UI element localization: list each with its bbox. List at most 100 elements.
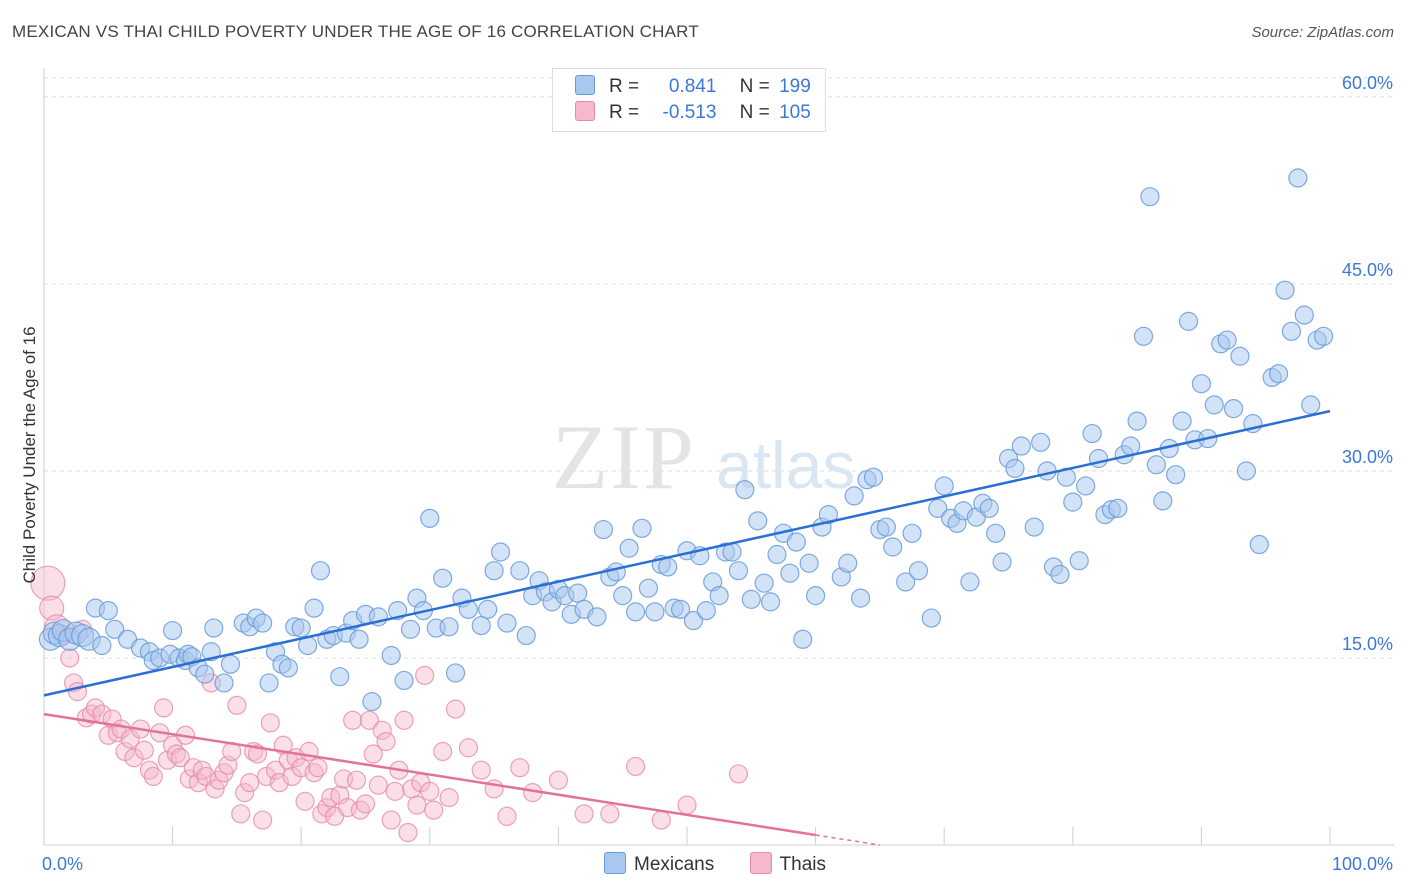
thai-point — [231, 804, 251, 824]
thai-point — [420, 781, 440, 801]
mexican-point — [896, 572, 916, 592]
mexicans-swatch — [575, 75, 595, 95]
mexican-point — [1294, 305, 1314, 325]
mexican-point — [767, 544, 787, 565]
mexican-point — [838, 553, 858, 573]
mexican-point — [310, 561, 331, 581]
mexican-point — [304, 598, 324, 618]
thai-point — [120, 729, 140, 749]
thai-point — [439, 788, 459, 808]
mexican-point — [818, 505, 839, 525]
mexican-point — [214, 673, 234, 693]
thai-point — [363, 744, 383, 764]
legend-label-thais: Thais — [779, 854, 826, 875]
thai-point — [60, 648, 80, 668]
thai-point — [253, 810, 273, 830]
y-tick-label: 45.0% — [1342, 260, 1393, 280]
mexican-point — [754, 573, 774, 593]
thai-point — [381, 810, 401, 830]
thai-point — [260, 713, 280, 733]
legend-item-thais[interactable]: Thais — [749, 852, 826, 876]
thai-point — [240, 773, 260, 793]
mexican-point — [349, 629, 369, 649]
thai-point — [372, 720, 392, 740]
thai-point — [548, 770, 569, 790]
mexican-point — [921, 608, 941, 628]
mexican-point — [1146, 455, 1166, 475]
mexican-point — [1236, 461, 1257, 481]
mexican-point — [1063, 492, 1083, 512]
mexican-point — [1005, 458, 1025, 479]
trend-lines — [43, 409, 1331, 846]
mexican-point — [497, 613, 517, 633]
chart-title: MEXICAN VS THAI CHILD POVERTY UNDER THE … — [12, 22, 699, 41]
mexican-point — [1281, 321, 1302, 341]
y-tick-label: 15.0% — [1342, 634, 1393, 654]
thai-point — [227, 695, 247, 715]
mexican-point — [986, 523, 1006, 543]
mexican-point — [883, 537, 903, 557]
n-label: N = — [739, 76, 770, 97]
mexican-point — [98, 601, 118, 621]
mexican-point — [1050, 564, 1070, 585]
thai-point — [291, 758, 311, 778]
thai-point — [728, 764, 749, 784]
mexican-point — [979, 498, 999, 518]
mexican-point — [195, 664, 215, 684]
y-tick-label: 60.0% — [1342, 73, 1393, 93]
mexican-point — [278, 658, 298, 678]
thai-point — [424, 800, 444, 820]
tick-labels: 15.0% 30.0% 45.0% 60.0% 0.0% 100.0% — [42, 73, 1393, 874]
mexican-point — [362, 692, 382, 712]
thai-point — [445, 699, 466, 719]
thai-point — [677, 795, 697, 815]
legend-row-thais: R = -0.513 N = 105 — [575, 101, 811, 127]
mexican-point — [1166, 465, 1186, 485]
r-value-thais: -0.513 — [662, 102, 717, 123]
thai-points — [30, 565, 749, 843]
mexicans-legend-swatch — [604, 852, 626, 874]
mexican-point — [876, 517, 896, 537]
mexican-point — [1301, 395, 1321, 415]
mexican-point — [632, 518, 652, 538]
thai-point — [124, 748, 144, 768]
thai-point — [30, 565, 66, 601]
series-legend: Mexicans Thais — [604, 852, 856, 876]
mexican-point — [1275, 280, 1295, 300]
mexican-point — [780, 563, 800, 583]
thais-trend-line — [43, 712, 816, 837]
thai-point — [376, 731, 396, 752]
mexican-point — [1133, 326, 1154, 346]
mexican-point — [793, 629, 813, 649]
thai-point — [574, 804, 594, 824]
mexican-point — [439, 617, 459, 637]
mexican-point — [735, 480, 755, 500]
n-value-thais: 105 — [779, 102, 811, 123]
mexican-point — [748, 511, 768, 531]
mexican-point — [1191, 374, 1212, 394]
mexicans-trend-line — [43, 409, 1331, 697]
mexican-point — [1127, 411, 1147, 431]
thai-point — [407, 795, 427, 815]
thai-point — [166, 744, 187, 764]
thai-point — [343, 710, 363, 730]
thai-point — [355, 794, 376, 814]
thai-point — [385, 781, 405, 801]
mexican-point — [1249, 534, 1269, 555]
mexican-point — [259, 673, 279, 693]
mexican-point — [844, 486, 864, 506]
thai-point — [497, 806, 517, 826]
mexican-point — [92, 635, 112, 656]
mexican-point — [645, 602, 665, 622]
mexican-point — [394, 670, 414, 691]
mexican-point — [683, 610, 704, 631]
mexican-point — [786, 532, 806, 552]
thai-point — [625, 756, 646, 777]
mexican-point — [760, 592, 781, 612]
mexican-point — [593, 519, 614, 540]
thai-point — [359, 710, 379, 730]
legend-item-mexicans[interactable]: Mexicans — [604, 852, 714, 876]
mexican-point — [863, 467, 884, 487]
mexican-point — [1204, 395, 1224, 415]
